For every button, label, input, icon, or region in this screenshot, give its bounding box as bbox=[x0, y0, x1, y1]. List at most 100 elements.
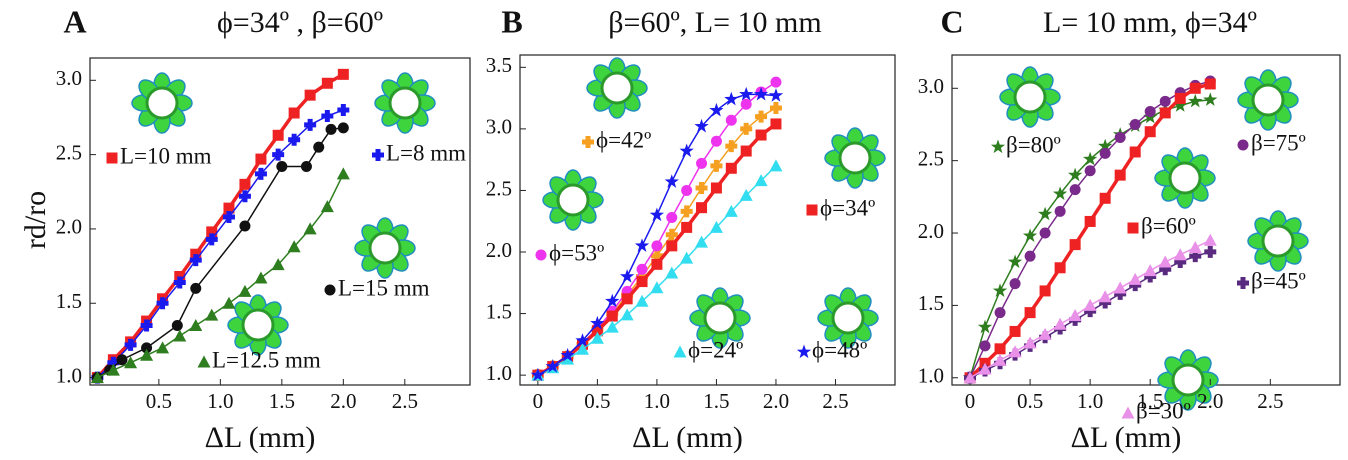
inset-icon bbox=[374, 72, 436, 134]
marker bbox=[271, 258, 285, 271]
marker bbox=[665, 228, 678, 241]
legend-marker bbox=[990, 139, 1006, 154]
legend-label: β=45º bbox=[1251, 268, 1306, 293]
marker bbox=[740, 122, 753, 135]
marker bbox=[320, 200, 334, 213]
marker bbox=[651, 258, 663, 270]
marker bbox=[739, 188, 753, 201]
inset-icon bbox=[824, 127, 886, 189]
inset-icon bbox=[1247, 210, 1309, 272]
marker bbox=[272, 129, 284, 141]
marker bbox=[1098, 290, 1112, 303]
y-tick-label: 2.5 bbox=[918, 146, 944, 170]
marker bbox=[679, 143, 694, 158]
ring bbox=[600, 71, 634, 105]
legend-marker bbox=[324, 284, 336, 296]
marker bbox=[561, 352, 575, 365]
marker bbox=[1039, 227, 1051, 239]
legend-marker bbox=[1237, 139, 1249, 151]
inset-icon bbox=[1154, 147, 1216, 209]
marker bbox=[649, 207, 664, 222]
ring bbox=[1168, 161, 1202, 195]
ring bbox=[1013, 80, 1047, 114]
marker bbox=[755, 110, 768, 123]
marker bbox=[116, 354, 128, 366]
panel-title: L= 10 mm, ϕ=34º bbox=[1043, 6, 1257, 39]
marker bbox=[710, 135, 722, 147]
marker bbox=[1159, 107, 1171, 119]
marker bbox=[650, 249, 663, 262]
marker bbox=[1099, 147, 1111, 159]
marker bbox=[1099, 192, 1111, 204]
marker bbox=[141, 342, 153, 354]
marker bbox=[1129, 279, 1142, 292]
inset-icon bbox=[689, 287, 751, 349]
y-tick-label: 3.0 bbox=[918, 74, 944, 98]
marker bbox=[724, 91, 739, 106]
y-tick-label: 3.0 bbox=[56, 66, 82, 90]
x-tick-label: 2.5 bbox=[822, 389, 848, 413]
marker bbox=[276, 161, 288, 173]
marker bbox=[1158, 255, 1172, 268]
marker bbox=[1023, 336, 1037, 349]
inset-icon bbox=[354, 217, 416, 279]
marker bbox=[710, 182, 722, 194]
marker bbox=[768, 88, 784, 102]
y-tick-label: 2.0 bbox=[486, 238, 512, 262]
marker bbox=[1024, 250, 1036, 262]
marker bbox=[321, 109, 334, 122]
marker bbox=[1114, 287, 1127, 300]
marker bbox=[680, 251, 694, 264]
ring bbox=[368, 231, 402, 265]
marker bbox=[994, 343, 1006, 355]
marker bbox=[1022, 228, 1038, 242]
inset-icon bbox=[586, 57, 648, 119]
marker bbox=[1174, 92, 1186, 104]
marker bbox=[1069, 184, 1081, 196]
marker bbox=[190, 282, 202, 294]
marker bbox=[605, 320, 619, 333]
plot-frame bbox=[519, 54, 896, 386]
marker bbox=[254, 271, 268, 284]
y-tick-label: 1.0 bbox=[486, 361, 512, 385]
marker bbox=[530, 367, 545, 382]
inset-icon bbox=[227, 294, 289, 356]
x-tick-label: 2.5 bbox=[1257, 389, 1283, 413]
marker bbox=[1144, 105, 1156, 117]
x-tick-label: 0.5 bbox=[584, 389, 610, 413]
marker bbox=[1053, 186, 1068, 200]
x-tick-label: 1.5 bbox=[269, 389, 295, 413]
marker bbox=[304, 118, 317, 131]
marker bbox=[696, 202, 708, 214]
marker bbox=[173, 329, 187, 342]
ring bbox=[556, 183, 590, 217]
marker bbox=[205, 233, 218, 246]
marker bbox=[288, 107, 300, 119]
marker bbox=[681, 184, 693, 196]
marker bbox=[1159, 95, 1171, 107]
y-tick-label: 3.0 bbox=[486, 115, 512, 139]
ring bbox=[388, 86, 422, 120]
marker bbox=[1068, 309, 1082, 322]
legend-label: β=75º bbox=[1251, 130, 1306, 155]
ring bbox=[831, 301, 865, 335]
marker bbox=[124, 338, 137, 351]
series-line bbox=[96, 109, 344, 379]
marker bbox=[313, 141, 325, 153]
x-axis-label: ΔL (mm) bbox=[1071, 421, 1182, 454]
marker bbox=[1099, 296, 1112, 309]
marker bbox=[710, 159, 723, 172]
panel-title: ϕ=34º , β=60º bbox=[217, 6, 383, 39]
x-tick-label: 0 bbox=[965, 389, 976, 413]
y-tick-label: 1.5 bbox=[56, 289, 82, 313]
marker bbox=[1083, 151, 1098, 166]
marker bbox=[664, 174, 679, 188]
marker bbox=[1188, 241, 1202, 253]
x-tick-label: 2.0 bbox=[1197, 389, 1223, 413]
marker bbox=[303, 222, 317, 235]
y-tick-label: 1.5 bbox=[918, 291, 944, 315]
marker bbox=[770, 76, 782, 88]
legend-marker bbox=[673, 345, 687, 358]
marker bbox=[754, 174, 768, 187]
marker bbox=[621, 293, 633, 305]
